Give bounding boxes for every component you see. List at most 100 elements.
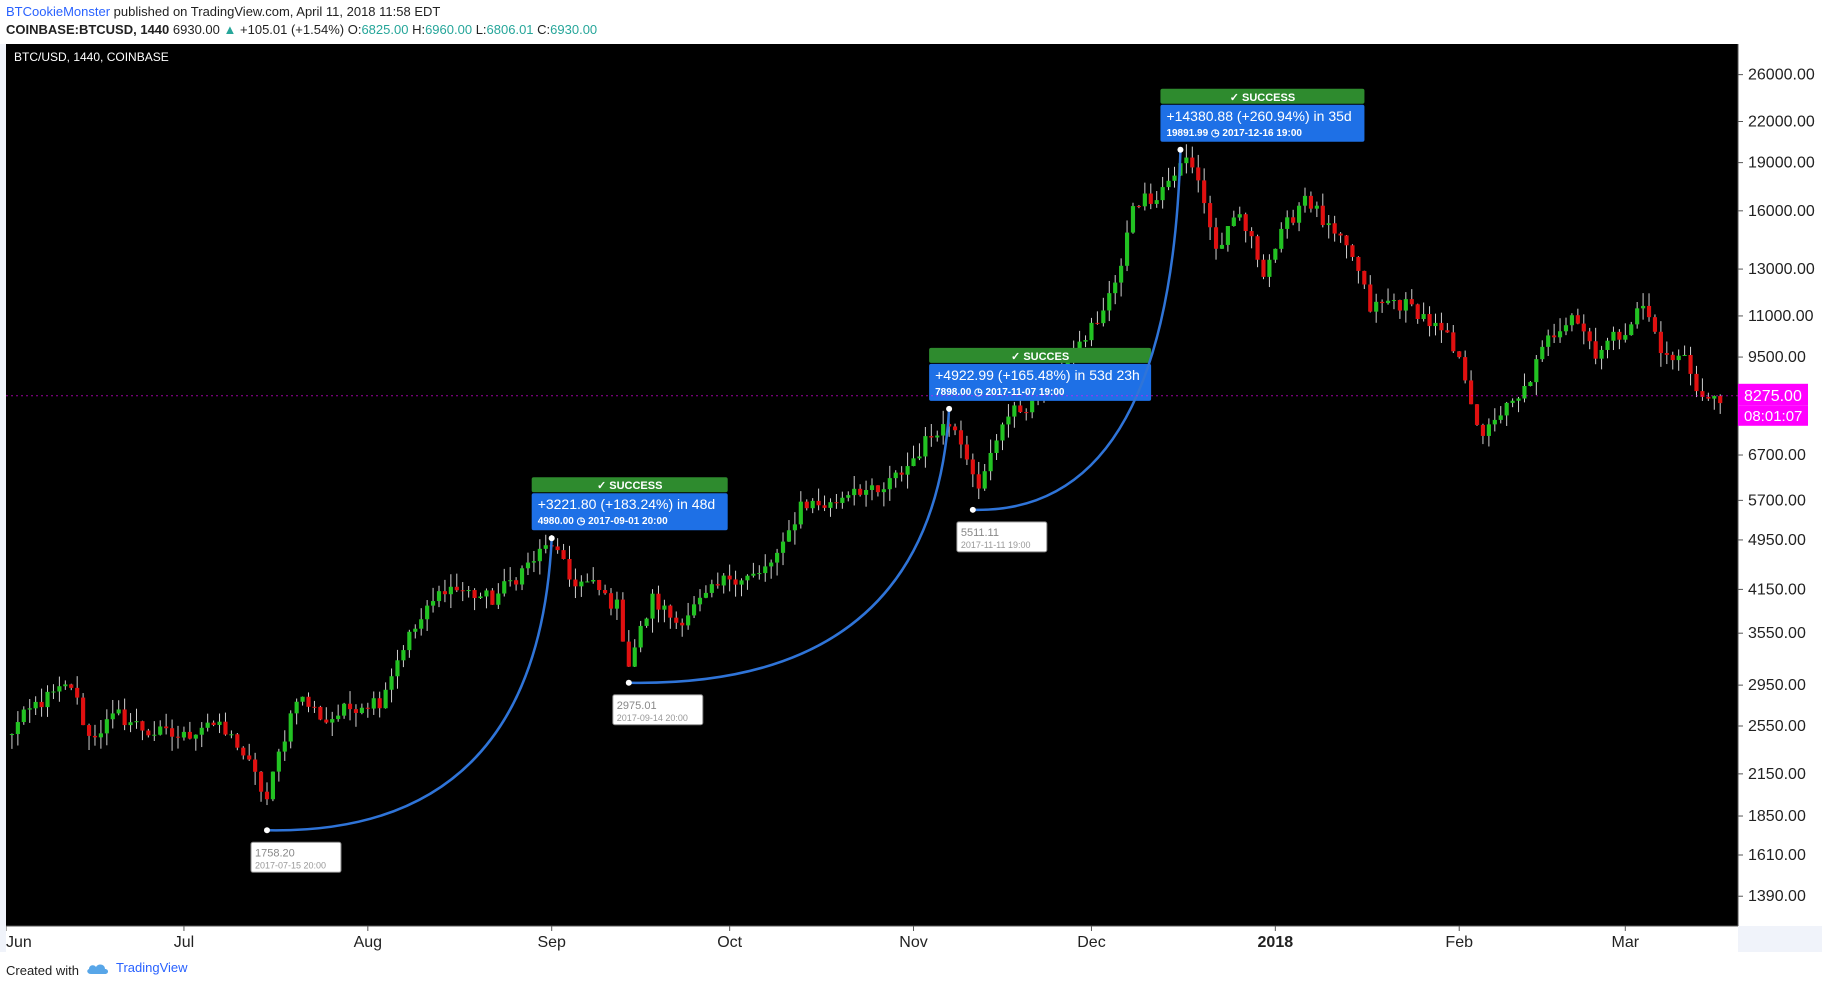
candle	[365, 702, 370, 718]
candle-body	[1492, 419, 1497, 425]
candle-body	[561, 550, 566, 559]
y-tick-label: 1850.00	[1748, 808, 1806, 825]
candle-body	[775, 552, 780, 563]
candle	[650, 589, 655, 633]
candle-body	[840, 497, 845, 503]
candle	[1344, 234, 1349, 259]
candle-body	[1682, 354, 1687, 356]
low-price-time: 2017-09-14 20:00	[617, 713, 688, 723]
candle-body	[1552, 335, 1557, 338]
candle-body	[365, 707, 370, 709]
candle	[1231, 210, 1236, 227]
tradingview-link[interactable]: TradingView	[86, 960, 188, 975]
candle-body	[1635, 308, 1640, 325]
gain-label: ✓ SUCCESS +14380.88 (+260.94%) in 35d 1989…	[1160, 88, 1365, 142]
gain-value: +14380.88 (+260.94%) in 35d	[1166, 108, 1351, 124]
y-tick-label: 13000.00	[1748, 261, 1815, 278]
open-value: 6825.00	[361, 22, 409, 37]
candle	[158, 720, 163, 736]
candle-body	[680, 622, 685, 626]
candle-body	[223, 721, 228, 735]
open-label: O:	[347, 22, 362, 37]
y-tick-label: 1390.00	[1748, 888, 1806, 905]
candle-body	[1445, 330, 1450, 333]
candle	[1670, 351, 1675, 370]
candle	[893, 470, 898, 488]
candle	[1629, 321, 1634, 336]
candle-body	[514, 580, 519, 585]
candle-body	[472, 590, 477, 599]
candle-body	[1231, 217, 1236, 227]
candle	[282, 730, 287, 761]
candle-body	[1190, 157, 1195, 168]
candle	[531, 550, 536, 573]
candle-body	[1439, 322, 1444, 331]
success-banner	[929, 347, 1152, 363]
candle	[816, 488, 821, 511]
candle	[122, 698, 127, 731]
candle	[21, 706, 26, 725]
candle	[1652, 314, 1658, 334]
candle-body	[1350, 245, 1355, 257]
candle-body	[911, 458, 916, 467]
candle-body	[413, 628, 418, 632]
candle	[1575, 308, 1580, 325]
candle-body	[591, 579, 596, 582]
candle-body	[603, 590, 608, 594]
candle-body	[763, 566, 768, 574]
candle	[703, 585, 708, 599]
candle	[988, 439, 993, 481]
candlestick-chart[interactable]: BTC/USD, 1440, COINBASE 26000.00 22000.00 1…	[6, 44, 1822, 952]
candle	[389, 668, 394, 703]
candle	[1492, 408, 1497, 432]
x-tick-label: 2018	[1258, 934, 1294, 951]
candle	[140, 720, 145, 741]
candle-body	[638, 625, 643, 648]
candle	[484, 588, 489, 609]
candle	[1522, 373, 1527, 403]
candle-body	[1528, 382, 1533, 387]
candle-body	[1433, 322, 1438, 327]
candle	[1474, 404, 1480, 426]
candle-body	[81, 697, 86, 726]
candle	[164, 713, 169, 735]
candle	[1718, 394, 1723, 414]
candle-body	[626, 641, 631, 667]
candle-body	[1670, 354, 1675, 361]
candle	[727, 564, 732, 592]
candle	[258, 771, 264, 802]
candle-body	[318, 706, 323, 720]
candle	[1089, 317, 1094, 347]
candle	[899, 466, 904, 482]
gain-detail: 4980.00 ◷ 2017-09-01 20:00	[538, 516, 668, 527]
y-tick-label: 2150.00	[1748, 766, 1806, 783]
candle	[644, 617, 649, 628]
candle-body	[9, 734, 15, 736]
candle-body	[1380, 301, 1385, 304]
candle-body	[336, 715, 341, 720]
trade-curve	[266, 538, 553, 832]
chart-area[interactable]: BTC/USD, 1440, COINBASE 26000.00 22000.00 1…	[6, 44, 1822, 952]
candle	[496, 583, 501, 609]
candle	[603, 584, 608, 595]
candle-body	[217, 721, 222, 725]
candle	[1617, 329, 1622, 350]
candle	[1546, 329, 1551, 356]
candle	[128, 713, 133, 733]
candle	[680, 618, 685, 637]
candle-body	[1421, 314, 1426, 319]
candle	[1563, 317, 1569, 336]
candle-body	[1480, 424, 1486, 436]
candle	[780, 532, 786, 566]
candle	[591, 567, 596, 584]
candle	[170, 719, 175, 751]
candle	[1427, 306, 1432, 337]
candle-body	[1469, 380, 1474, 405]
author-link[interactable]: BTCookieMonster	[6, 4, 111, 19]
candle	[1196, 154, 1201, 193]
candle-body	[650, 593, 655, 619]
candle-body	[1308, 195, 1314, 209]
low-point-marker	[969, 506, 976, 513]
candle-body	[585, 581, 590, 583]
candle-body	[1213, 227, 1219, 249]
